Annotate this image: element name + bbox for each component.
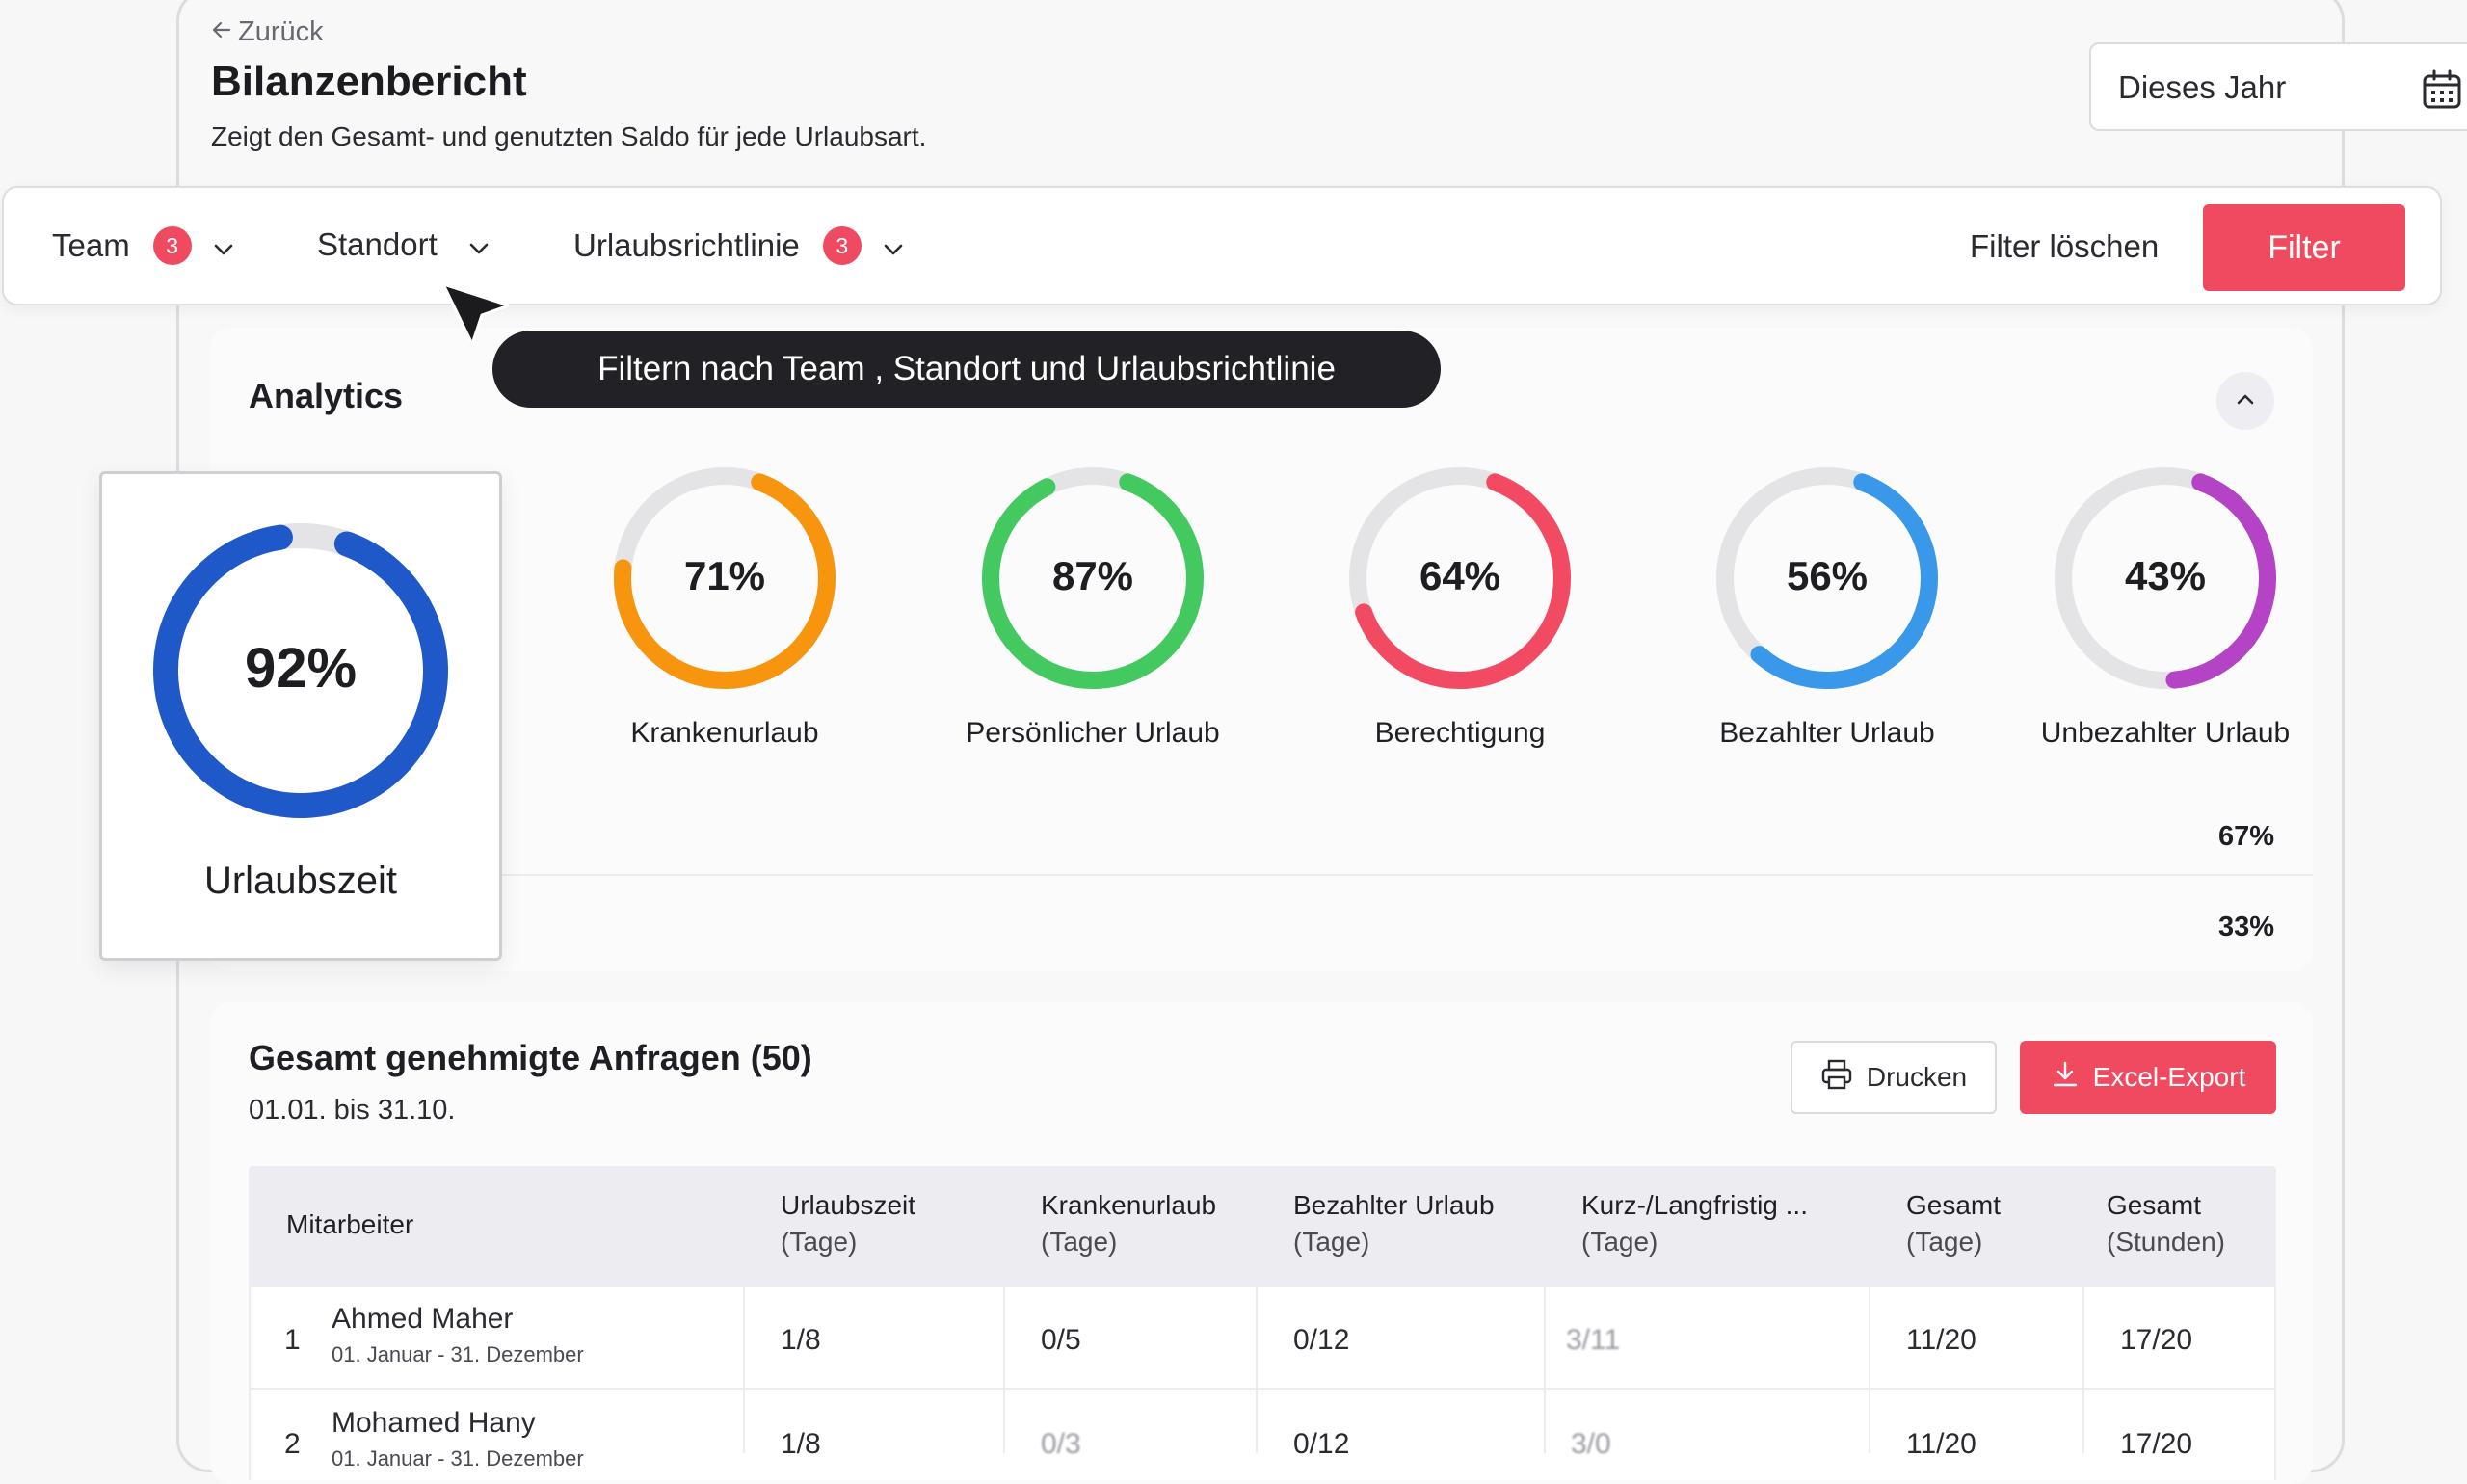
- column-header: Bezahlter Urlaub (Tage): [1293, 1190, 1495, 1257]
- analytics-row-divider: [501, 874, 2313, 876]
- analytics-card: [210, 328, 2313, 971]
- page-title: Bilanzenbericht: [211, 58, 527, 105]
- download-icon: [2051, 1060, 2080, 1096]
- filter-bar: Team 3 Standort Urlaubsrichtlinie 3 Filt…: [2, 186, 2442, 305]
- filter-location-label: Standort: [317, 226, 438, 262]
- printer-icon: [1820, 1058, 1853, 1098]
- apply-filter-button[interactable]: Filter: [2203, 204, 2405, 291]
- donut-value: 43%: [2124, 552, 2207, 598]
- donut-label: Persönlicher Urlaub: [966, 717, 1220, 749]
- donut-label: Unbezahlter Urlaub: [2040, 717, 2291, 749]
- donut-value: 64%: [1419, 552, 1501, 598]
- donut-arc: [614, 467, 836, 689]
- cell-bezahlter-urlaub: 0/12: [1293, 1324, 1350, 1356]
- collapse-button[interactable]: [2216, 372, 2274, 430]
- cell-kurz-langfristig: 3/0: [1571, 1428, 1611, 1460]
- clear-filter-button[interactable]: Filter löschen: [1970, 228, 2160, 264]
- cell-krankenurlaub: 0/5: [1041, 1324, 1081, 1356]
- donut-2: 64%: [1340, 459, 1579, 698]
- back-label: Zurück: [238, 16, 324, 47]
- donut-label: Krankenurlaub: [630, 717, 819, 749]
- donut-value: 71%: [683, 552, 766, 598]
- column-divider: [743, 1287, 745, 1453]
- column-header: Gesamt (Stunden): [2107, 1190, 2225, 1257]
- table-header: [249, 1166, 2276, 1287]
- date-range-value: Dieses Jahr: [2118, 69, 2287, 105]
- cell-kurz-langfristig: 3/11: [1566, 1324, 1621, 1356]
- print-button[interactable]: Drucken: [1791, 1041, 1997, 1114]
- column-header: Krankenurlaub (Tage): [1041, 1190, 1217, 1257]
- table-body: [249, 1287, 2276, 1480]
- donut-3: 56%: [1708, 459, 1947, 698]
- donut-arc: [982, 467, 1204, 689]
- column-header: Mitarbeiter: [286, 1209, 414, 1239]
- analytics-row-percent: 33%: [2217, 912, 2274, 942]
- chevron-down-icon: [883, 227, 904, 264]
- donut-arc: [1716, 467, 1938, 689]
- column-divider: [1256, 1287, 1258, 1453]
- employee-period: 01. Januar - 31. Dezember: [332, 1342, 584, 1366]
- donut-arc: [153, 523, 448, 818]
- row-divider: [249, 1388, 2276, 1390]
- donut-value: 56%: [1786, 552, 1869, 598]
- filter-team[interactable]: Team 3: [52, 226, 234, 265]
- mouse-cursor-icon: [441, 282, 511, 355]
- date-range-select[interactable]: Dieses Jahr: [2089, 42, 2467, 131]
- donut-4: 43%: [2046, 459, 2285, 698]
- cell-gesamt-tage: 11/20: [1906, 1428, 1976, 1460]
- donut-value: 87%: [1051, 552, 1134, 598]
- requests-title: Gesamt genehmigte Anfragen (50): [249, 1038, 812, 1077]
- filter-team-label: Team: [52, 227, 130, 263]
- chevron-down-icon: [213, 227, 234, 264]
- excel-export-button[interactable]: Excel-Export: [2020, 1041, 2276, 1114]
- column-divider: [1003, 1287, 1005, 1453]
- donut-1: 87%: [973, 459, 1212, 698]
- donut-label: Urlaubszeit: [203, 860, 398, 902]
- column-divider: [2082, 1287, 2084, 1453]
- employee-name: Ahmed Maher: [332, 1303, 514, 1335]
- column-header: Urlaubszeit (Tage): [781, 1190, 916, 1257]
- column-divider: [1869, 1287, 1870, 1453]
- print-label: Drucken: [1866, 1062, 1968, 1092]
- analytics-title: Analytics: [249, 376, 404, 415]
- filter-location[interactable]: Standort: [317, 226, 490, 263]
- donut-highlight: 92%: [141, 511, 461, 831]
- column-divider: [1544, 1287, 1546, 1453]
- back-link[interactable]: Zurück: [211, 16, 324, 48]
- calendar-icon: [2422, 69, 2462, 115]
- cell-bezahlter-urlaub: 0/12: [1293, 1428, 1350, 1460]
- donut-value: 92%: [244, 637, 358, 701]
- excel-export-label: Excel-Export: [2092, 1062, 2246, 1092]
- employee-name: Mohamed Hany: [332, 1407, 536, 1439]
- donut-label: Berechtigung: [1374, 717, 1546, 749]
- donut-arc: [1349, 467, 1571, 689]
- row-index: 2: [284, 1428, 301, 1460]
- donut-label: Bezahlter Urlaub: [1719, 717, 1935, 749]
- donut-arc: [2055, 467, 2276, 689]
- chevron-up-icon: [2236, 392, 2255, 411]
- donut-0: 71%: [605, 459, 844, 698]
- cell-urlaubszeit: 1/8: [781, 1324, 821, 1356]
- analytics-row-percent: 67%: [2217, 821, 2274, 852]
- filter-policy[interactable]: Urlaubsrichtlinie 3: [573, 226, 904, 265]
- filter-policy-label: Urlaubsrichtlinie: [573, 227, 800, 263]
- column-header: Gesamt (Tage): [1906, 1190, 2002, 1257]
- filter-tooltip: Filtern nach Team , Standort und Urlaubs…: [492, 331, 1441, 408]
- cell-gesamt-stunden: 17/20: [2120, 1324, 2193, 1356]
- column-header: Kurz-/Langfristig ... (Tage): [1581, 1190, 1808, 1257]
- cell-krankenurlaub: 0/3: [1041, 1428, 1081, 1460]
- cell-gesamt-tage: 11/20: [1906, 1324, 1976, 1356]
- row-index: 1: [284, 1324, 301, 1356]
- arrow-left-icon: [211, 16, 232, 48]
- cell-urlaubszeit: 1/8: [781, 1428, 821, 1460]
- cell-gesamt-stunden: 17/20: [2120, 1428, 2193, 1460]
- filter-team-count-badge: 3: [152, 226, 192, 265]
- employee-period: 01. Januar - 31. Dezember: [332, 1446, 584, 1471]
- page-subtitle: Zeigt den Gesamt- und genutzten Saldo fü…: [211, 121, 927, 151]
- chevron-down-icon: [468, 226, 490, 263]
- requests-date-range: 01.01. bis 31.10.: [249, 1095, 456, 1126]
- filter-policy-count-badge: 3: [822, 226, 862, 265]
